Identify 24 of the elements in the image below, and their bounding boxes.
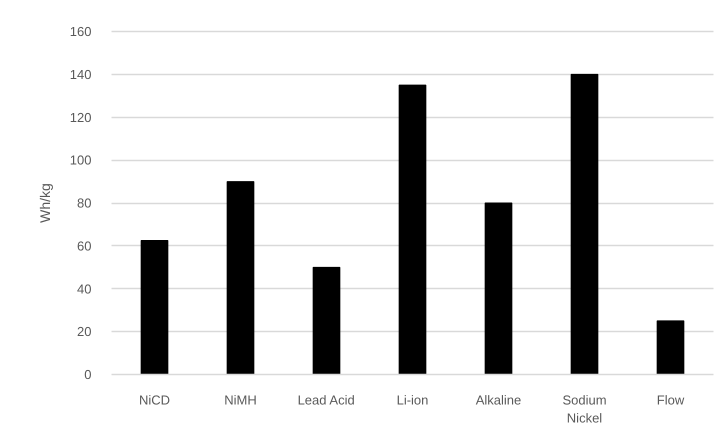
y-tick-label: 120 — [70, 110, 92, 125]
x-tick-label: NiCD — [138, 392, 170, 408]
bar — [140, 240, 168, 374]
x-tick-label: NiMH — [224, 392, 257, 408]
y-tick-label: 140 — [70, 66, 92, 82]
y-tick-label: 160 — [70, 24, 92, 39]
bar — [312, 266, 340, 374]
y-tick-label: 100 — [70, 152, 92, 168]
y-tick-label: 60 — [77, 238, 92, 254]
bar — [226, 181, 254, 374]
bar — [656, 320, 684, 374]
x-tick-label: Sodium Nickel — [562, 392, 607, 426]
y-tick-label: 80 — [77, 196, 92, 210]
x-tick-label: Lead Acid — [298, 392, 355, 408]
y-tick-label: 20 — [77, 324, 92, 340]
bar — [484, 202, 512, 374]
x-tick-label: Li-ion — [396, 392, 428, 408]
x-tick-label: Alkaline — [476, 392, 522, 408]
y-tick-label: 40 — [77, 281, 92, 296]
bar — [570, 74, 598, 374]
x-tick-label: Flow — [656, 392, 685, 408]
y-tick-label: 0 — [84, 367, 92, 382]
y-axis-title: Wh/kg — [36, 183, 53, 223]
bar — [398, 84, 426, 374]
